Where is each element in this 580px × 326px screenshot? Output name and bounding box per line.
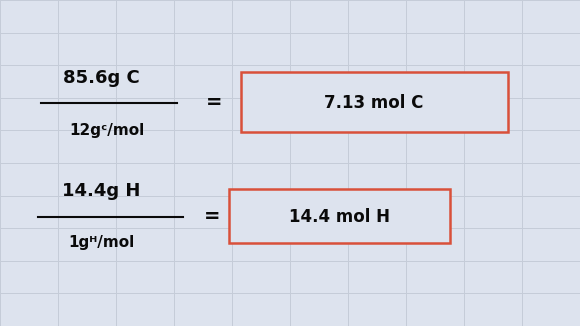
Text: 12gᶜ/mol: 12gᶜ/mol [70,123,145,138]
Text: 85.6g C: 85.6g C [63,69,140,87]
Text: 1gᴴ/mol: 1gᴴ/mol [68,235,135,250]
Text: 14.4 mol H: 14.4 mol H [289,208,390,226]
Text: =: = [204,207,220,226]
Text: =: = [206,93,223,112]
Text: 7.13 mol C: 7.13 mol C [324,94,424,112]
Bar [241,72,508,132]
Bar [229,189,450,243]
Text: 14.4g H: 14.4g H [62,182,141,200]
